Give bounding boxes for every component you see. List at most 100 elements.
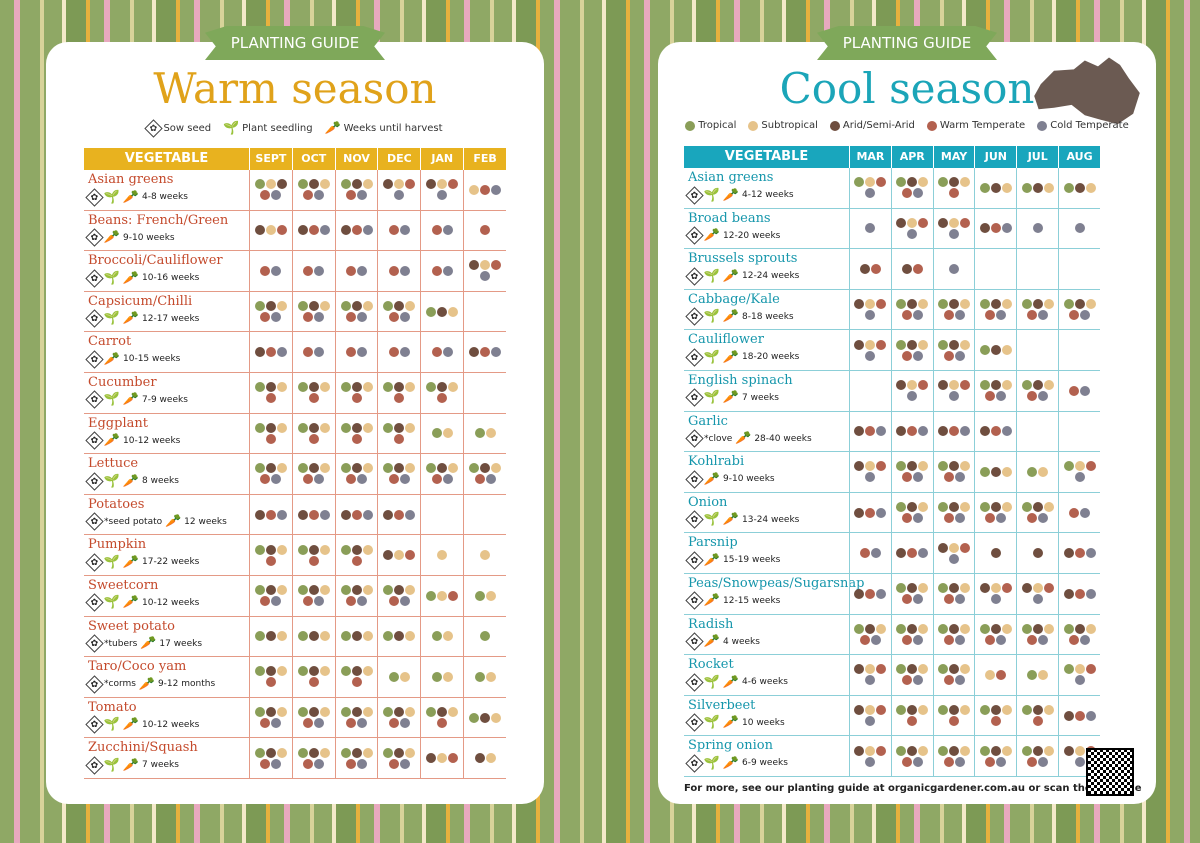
warm-season-panel: PLANTING GUIDE Warm season ✿ Sow seed 🌱 Pl… xyxy=(46,26,544,804)
subtropical-dot xyxy=(319,463,330,474)
month-cell xyxy=(249,372,292,413)
month-cell xyxy=(1016,289,1058,330)
vegetable-meta: ✿ 🥕 9-10 weeks xyxy=(85,228,245,247)
cold-temperate-dot xyxy=(865,350,876,361)
cold-temperate-dot xyxy=(954,472,965,483)
cold-temperate-dot xyxy=(870,634,881,645)
month-cell xyxy=(463,657,506,697)
seed-packet-icon: ✿ xyxy=(685,672,704,692)
month-cell xyxy=(932,452,975,492)
month-header: DEC xyxy=(377,148,420,170)
cold-temperate-dot xyxy=(319,225,330,236)
tropical-dot xyxy=(297,422,308,433)
tropical-dot xyxy=(896,502,907,513)
vegetable-cell: Tomato ✿ 🌱 🥕 10-12 weeks xyxy=(84,698,249,738)
month-cell xyxy=(463,494,506,535)
warm-temperate-dot xyxy=(1001,583,1012,594)
warm-temperate-dot xyxy=(308,677,319,688)
vegetable-name: Potatoes xyxy=(88,496,145,512)
carrot-icon: 🥕 xyxy=(722,755,740,771)
warm-temperate-dot xyxy=(985,634,996,645)
subtropical-dot xyxy=(394,179,405,190)
arid-dot xyxy=(854,339,865,350)
cold-temperate-dot xyxy=(399,265,410,276)
vegetable-name: Cauliflower xyxy=(688,332,764,348)
cold-temperate-dot xyxy=(399,347,410,358)
month-cell xyxy=(1016,452,1058,492)
arid-dot xyxy=(351,544,362,555)
legend-subtropical: Subtropical xyxy=(748,120,818,131)
cold-temperate-dot xyxy=(1038,513,1049,524)
arid-dot xyxy=(949,339,960,350)
month-cell xyxy=(1016,614,1058,655)
month-header: JUL xyxy=(1016,146,1058,168)
warm-temperate-dot xyxy=(876,664,887,675)
harvest-weeks: 7 weeks xyxy=(742,392,779,403)
cold-temperate-dot xyxy=(314,265,325,276)
table-row: Silverbeet ✿ 🌱 🥕 10 weeks xyxy=(684,695,1100,737)
month-cell xyxy=(849,411,891,452)
seed-packet-icon: ✿ xyxy=(685,266,704,286)
tropical-dot xyxy=(938,299,949,310)
arid-dot xyxy=(308,544,319,555)
month-cell xyxy=(932,330,975,370)
harvest-weeks: 18-20 weeks xyxy=(742,352,800,363)
arid-dot xyxy=(907,299,918,310)
month-cell xyxy=(1016,168,1058,208)
warm-temperate-dot xyxy=(990,716,1001,727)
tropical-dot xyxy=(254,707,265,718)
arid-dot xyxy=(990,299,1001,310)
warm-temperate-dot xyxy=(901,756,912,767)
arid-dot xyxy=(907,177,918,188)
warm-temperate-dot xyxy=(265,433,276,444)
month-cell xyxy=(291,454,335,494)
cold-temperate-dot xyxy=(865,716,876,727)
harvest-weeks: 9-10 weeks xyxy=(723,474,775,485)
seed-packet-icon: ✿ xyxy=(685,429,704,448)
seedling-icon: 🌱 xyxy=(103,473,121,489)
legend-harvest: 🥕 Weeks until harvest xyxy=(324,120,443,136)
cold-temperate-dot xyxy=(1032,223,1043,234)
arid-dot xyxy=(1063,588,1074,599)
month-cell xyxy=(249,332,292,372)
month-cell xyxy=(377,535,420,575)
cold-temperate-dot xyxy=(912,756,923,767)
arid-dot xyxy=(1074,623,1085,634)
subtropical-dot xyxy=(1043,623,1054,634)
vegetable-meta: ✿ 🌱 🥕 10-12 weeks xyxy=(85,715,245,734)
cold-temperate-dot xyxy=(954,513,965,524)
warm-temperate-dot xyxy=(943,350,954,361)
table-row: Asian greens ✿ 🌱 🥕 4-12 weeks xyxy=(684,168,1100,209)
arid-dot xyxy=(351,422,362,433)
arid-dot xyxy=(990,380,1001,391)
arid-dot xyxy=(901,263,912,274)
seedling-icon: 🌱 xyxy=(223,120,240,136)
subtropical-dot xyxy=(990,583,1001,594)
tropical-dot xyxy=(297,666,308,677)
month-header: OCT xyxy=(291,148,335,170)
warm-temperate-dot xyxy=(901,634,912,645)
tropical-dot xyxy=(938,623,949,634)
warm-temperate-dot xyxy=(949,188,960,199)
subtropical-dot xyxy=(918,177,929,188)
arid-dot xyxy=(1032,745,1043,756)
tropical-dot xyxy=(896,745,907,756)
month-cell xyxy=(1058,370,1100,411)
tropical-dot xyxy=(383,585,394,596)
arid-dot xyxy=(907,461,918,472)
tropical-dot xyxy=(896,664,907,675)
vegetable-meta: ✿ 🌱 🥕 7 weeks xyxy=(685,388,845,408)
arid-dot xyxy=(907,623,918,634)
vegetable-meta: ✿ 🌱 🥕 8-18 weeks xyxy=(685,307,845,326)
arid-dot xyxy=(829,120,840,131)
arid-dot xyxy=(265,666,276,677)
vegetable-name: Kohlrabi xyxy=(688,454,745,470)
month-cell xyxy=(890,452,933,492)
subtropical-dot xyxy=(437,753,448,764)
cold-temperate-dot xyxy=(912,350,923,361)
cold-temperate-dot xyxy=(949,228,960,239)
warm-temperate-dot xyxy=(859,548,870,559)
table-row: Asian greens ✿ 🌱 🥕 4-8 weeks xyxy=(84,170,506,211)
month-cell xyxy=(291,251,335,291)
qr-code[interactable] xyxy=(1086,748,1134,796)
